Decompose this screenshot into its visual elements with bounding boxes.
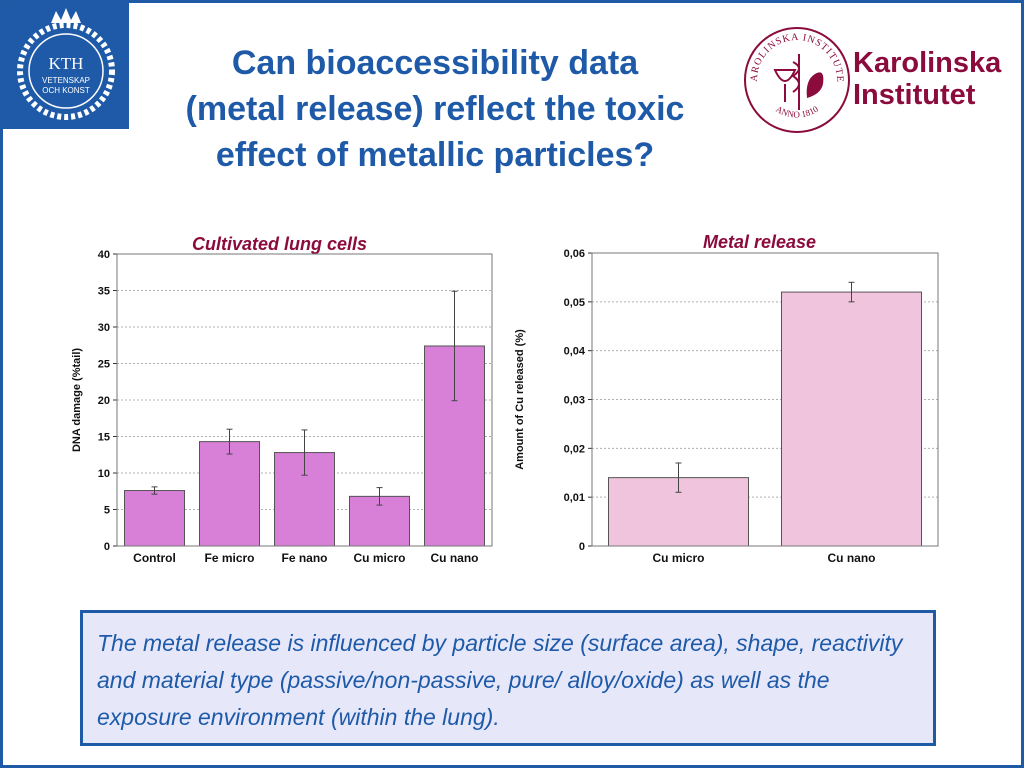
slide-title: Can bioaccessibility data (metal release… [130, 40, 740, 178]
karolinska-seal-icon: KAROLINSKA INSTITUTET ANNO 1810 Karolins… [731, 14, 1002, 133]
y-tick-label: 0,02 [564, 443, 585, 455]
plot-frame [591, 252, 939, 547]
bar [199, 441, 260, 547]
chart-title-lung-cells: Cultivated lung cells [192, 234, 368, 254]
y-tick-label: 30 [98, 322, 110, 334]
y-tick-label: 35 [98, 286, 110, 298]
y-tick-label: 0 [104, 541, 110, 553]
karolinska-seal-text: KAROLINSKA INSTITUTET [735, 22, 845, 83]
x-tick-label: Cu nano [828, 551, 876, 565]
x-tick-label: Fe nano [281, 551, 327, 565]
x-tick-label: Fe micro [204, 551, 254, 565]
y-tick-label: 0,06 [564, 248, 585, 260]
kth-logo-subtext-2: OCH KONST [42, 86, 90, 95]
y-tick-label: 0,04 [564, 346, 586, 358]
cu-release-chart: 0 0,01 0,02 0,03 0,04 0,05 0,06 Cu micro Cu nano… [514, 248, 939, 565]
kth-logo: KTH VETENSKAP OCH KONST [3, 3, 129, 129]
x-tick-label: Cu micro [353, 551, 405, 565]
y-tick-label: 25 [98, 359, 110, 371]
chart-title-metal-release: Metal release [703, 232, 817, 252]
dna-damage-chart: 0 5 10 15 20 25 30 35 40 Control Fe micro Fe nano Cu… [71, 249, 493, 565]
kth-logo-text: KTH [49, 54, 84, 73]
title-line: Can bioaccessibility data [231, 44, 639, 82]
title-line: (metal release) reflect the toxic [185, 90, 685, 128]
y-tick-label: 15 [98, 432, 110, 444]
kth-logo-subtext-1: VETENSKAP [42, 76, 90, 85]
y-tick-label: 0,03 [564, 395, 585, 407]
y-tick-label: 0 [579, 541, 585, 553]
bar [124, 490, 185, 547]
note-box: The metal release is influenced by parti… [80, 610, 936, 746]
kth-crest-icon: KTH VETENSKAP OCH KONST [17, 8, 115, 120]
note-text: The metal release is influenced by parti… [97, 630, 903, 730]
y-tick-label: 0,05 [564, 297, 585, 309]
karolinska-logo: KAROLINSKA INSTITUTET ANNO 1810 Karolins… [731, 14, 1005, 137]
plot-frame [116, 253, 493, 547]
karolinska-seal-year: ANNO 1810 [774, 104, 820, 120]
title-line: effect of metallic particles? [215, 136, 655, 174]
y-axis-label: Amount of Cu released (%) [514, 329, 526, 470]
y-tick-label: 10 [98, 468, 110, 480]
y-axis-label: DNA damage (%tail) [71, 348, 83, 452]
bar [781, 291, 922, 547]
karolinska-name-line-1: Karolinska [853, 47, 1002, 79]
x-tick-label: Cu micro [652, 551, 704, 565]
y-tick-label: 5 [104, 505, 110, 517]
x-tick-label: Cu nano [431, 551, 479, 565]
y-tick-label: 20 [98, 395, 110, 407]
y-tick-label: 0,01 [564, 492, 585, 504]
karolinska-name-line-2: Institutet [853, 79, 976, 111]
y-tick-label: 40 [98, 249, 110, 261]
x-tick-label: Control [133, 551, 176, 565]
